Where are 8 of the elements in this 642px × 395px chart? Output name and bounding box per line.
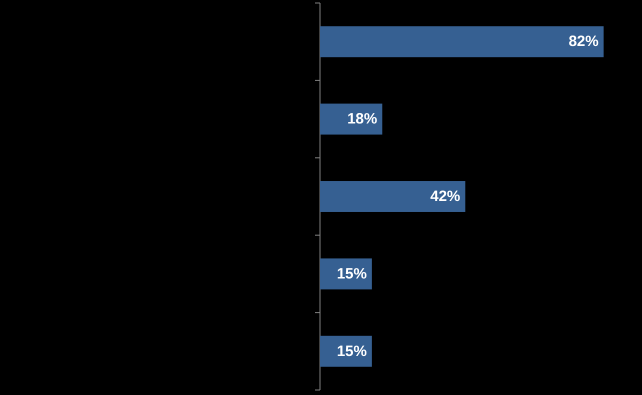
bar	[320, 104, 382, 135]
bar	[320, 181, 466, 212]
data-label: 15%	[336, 265, 367, 282]
bar	[320, 26, 604, 58]
data-label: 82%	[568, 33, 599, 50]
data-label: 42%	[430, 188, 460, 205]
data-label: 18%	[347, 110, 378, 128]
data-label: 15%	[336, 342, 367, 360]
